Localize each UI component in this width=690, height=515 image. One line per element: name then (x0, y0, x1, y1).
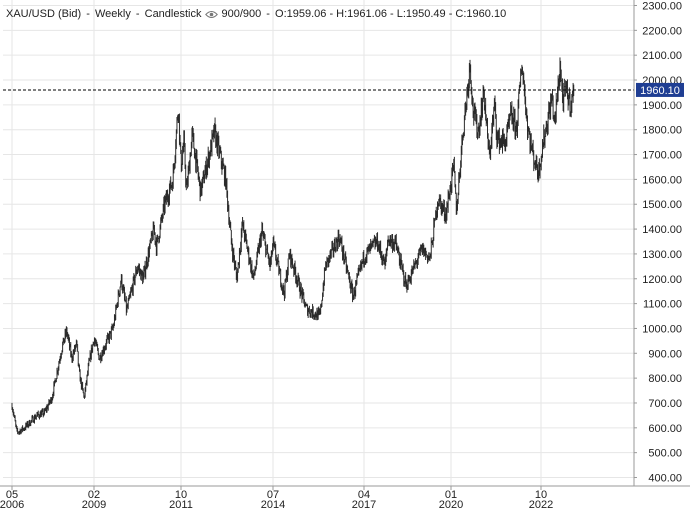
chart-style-label[interactable]: Candlestick (144, 8, 202, 20)
y-tick-label: 1400.00 (642, 224, 682, 236)
eye-icon[interactable] (205, 10, 219, 19)
y-tick-label: 400.00 (648, 473, 682, 485)
x-tick-month: 04 (358, 489, 370, 501)
y-tick-label: 800.00 (648, 373, 682, 385)
x-tick-month: 10 (175, 489, 187, 501)
grid (3, 0, 634, 486)
symbol-label: XAU/USD (Bid) (6, 8, 82, 20)
x-tick-year: 2014 (261, 499, 285, 510)
x-tick-year: 2020 (439, 499, 463, 510)
x-tick-month: 07 (267, 489, 279, 501)
y-tick-label: 1300.00 (642, 249, 682, 261)
y-tick-label: 900.00 (648, 348, 682, 360)
y-tick-label: 700.00 (648, 398, 682, 410)
last-price-tag (636, 82, 684, 97)
y-tick-label: 2300.00 (642, 1, 682, 13)
y-tick-label: 1200.00 (642, 274, 682, 286)
chart-header: XAU/USD (Bid) - Weekly - Candlestick 900… (6, 8, 507, 20)
x-tick-month: 05 (6, 489, 18, 501)
y-tick-label: 1700.00 (642, 150, 682, 162)
x-tick-year: 2011 (169, 499, 193, 510)
interval-label[interactable]: Weekly (94, 8, 131, 20)
x-tick-month: 02 (88, 489, 100, 501)
last-price-label: 1960.10 (640, 85, 680, 97)
bars-count: 900/900 (221, 8, 262, 20)
y-tick-label: 500.00 (648, 448, 682, 460)
x-tick-year: 2006 (0, 499, 24, 510)
x-tick-year: 2017 (352, 499, 376, 510)
y-tick-label: 1000.00 (642, 323, 682, 335)
x-tick-year: 2009 (82, 499, 106, 510)
y-tick-label: 1900.00 (642, 100, 682, 112)
x-tick-month: 10 (535, 489, 547, 501)
y-tick-label: 2100.00 (642, 50, 682, 62)
y-tick-label: 1600.00 (642, 174, 682, 186)
x-tick-month: 01 (445, 489, 457, 501)
y-tick-label: 600.00 (648, 423, 682, 435)
ohlc-values: O:1959.06 - H:1961.06 - L:1950.49 - C:19… (275, 8, 507, 20)
y-tick-label: 1100.00 (643, 299, 682, 311)
x-tick-year: 2022 (529, 499, 553, 510)
y-tick-label: 2200.00 (642, 25, 682, 37)
y-tick-label: 1800.00 (642, 125, 682, 137)
candles (11, 57, 575, 435)
y-tick-label: 1500.00 (642, 199, 682, 211)
